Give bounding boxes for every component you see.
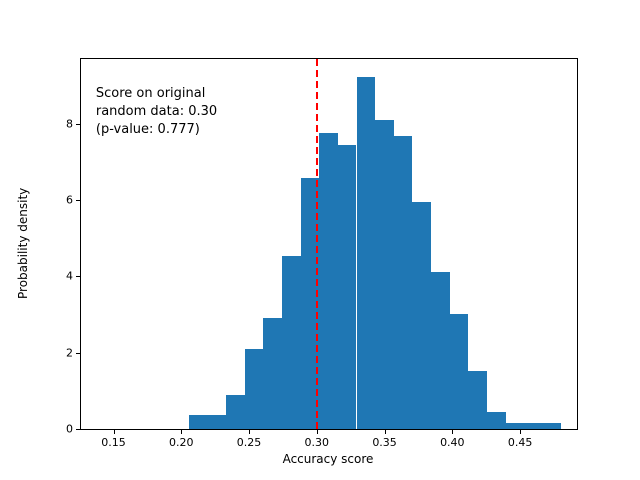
histogram-bar <box>207 414 226 429</box>
x-tick-mark <box>113 430 115 434</box>
histogram-bar <box>188 414 208 429</box>
histogram-bar <box>524 423 543 429</box>
plot-area: Score on original random data: 0.30 (p-v… <box>66 58 578 449</box>
histogram-bar <box>505 423 525 429</box>
histogram-bar <box>375 119 394 429</box>
histogram-bar <box>412 201 432 429</box>
y-tick-mark <box>76 276 80 278</box>
y-tick-mark <box>76 429 80 430</box>
x-tick-label: 0.15 <box>101 436 126 449</box>
x-tick-mark <box>520 430 522 434</box>
x-tick-label: 0.40 <box>440 436 465 449</box>
x-tick-mark <box>452 430 454 434</box>
x-axis-label: Accuracy score <box>282 452 374 466</box>
histogram-bar <box>449 314 469 429</box>
histogram-bar <box>263 317 282 429</box>
annotation-line-3: (p-value: 0.777) <box>95 122 200 138</box>
x-tick-label: 0.45 <box>507 436 533 449</box>
histogram-bar <box>431 272 450 429</box>
x-tick-label: 0.20 <box>169 436 194 449</box>
y-tick-label: 6 <box>66 193 73 207</box>
x-tick-label: 0.25 <box>236 436 262 449</box>
histogram-bar <box>393 135 413 429</box>
x-tick-mark <box>384 430 386 434</box>
histogram-bar <box>486 412 506 429</box>
histogram-bar <box>542 423 562 429</box>
annotation-line-2: random data: 0.30 <box>95 104 218 120</box>
x-tick-label: 0.35 <box>372 436 397 449</box>
y-tick-label: 2 <box>66 346 73 360</box>
annotation-line-1: Score on original <box>95 85 206 101</box>
x-tick-label: 0.30 <box>304 436 330 449</box>
x-tick-mark <box>249 430 251 434</box>
x-tick-mark <box>316 430 318 434</box>
y-tick-label: 0 <box>66 422 73 436</box>
histogram-bar <box>244 348 264 429</box>
y-tick-label: 8 <box>66 117 73 131</box>
annotation: Score on original random data: 0.30 (p-v… <box>96 85 217 140</box>
histogram-bar <box>319 133 338 429</box>
y-tick-mark <box>76 352 80 354</box>
y-axis-label: Probability density <box>16 187 30 299</box>
histogram-bar <box>356 76 376 429</box>
histogram-bar <box>468 370 487 429</box>
y-tick-label: 4 <box>66 269 73 283</box>
histogram-bar <box>337 144 357 429</box>
x-tick-mark <box>181 430 183 434</box>
histogram-bar <box>281 256 301 429</box>
y-tick-mark <box>76 123 80 125</box>
histogram-bar <box>300 177 320 429</box>
threshold-line <box>315 59 318 429</box>
histogram-bar <box>226 395 245 429</box>
y-tick-mark <box>76 199 80 201</box>
